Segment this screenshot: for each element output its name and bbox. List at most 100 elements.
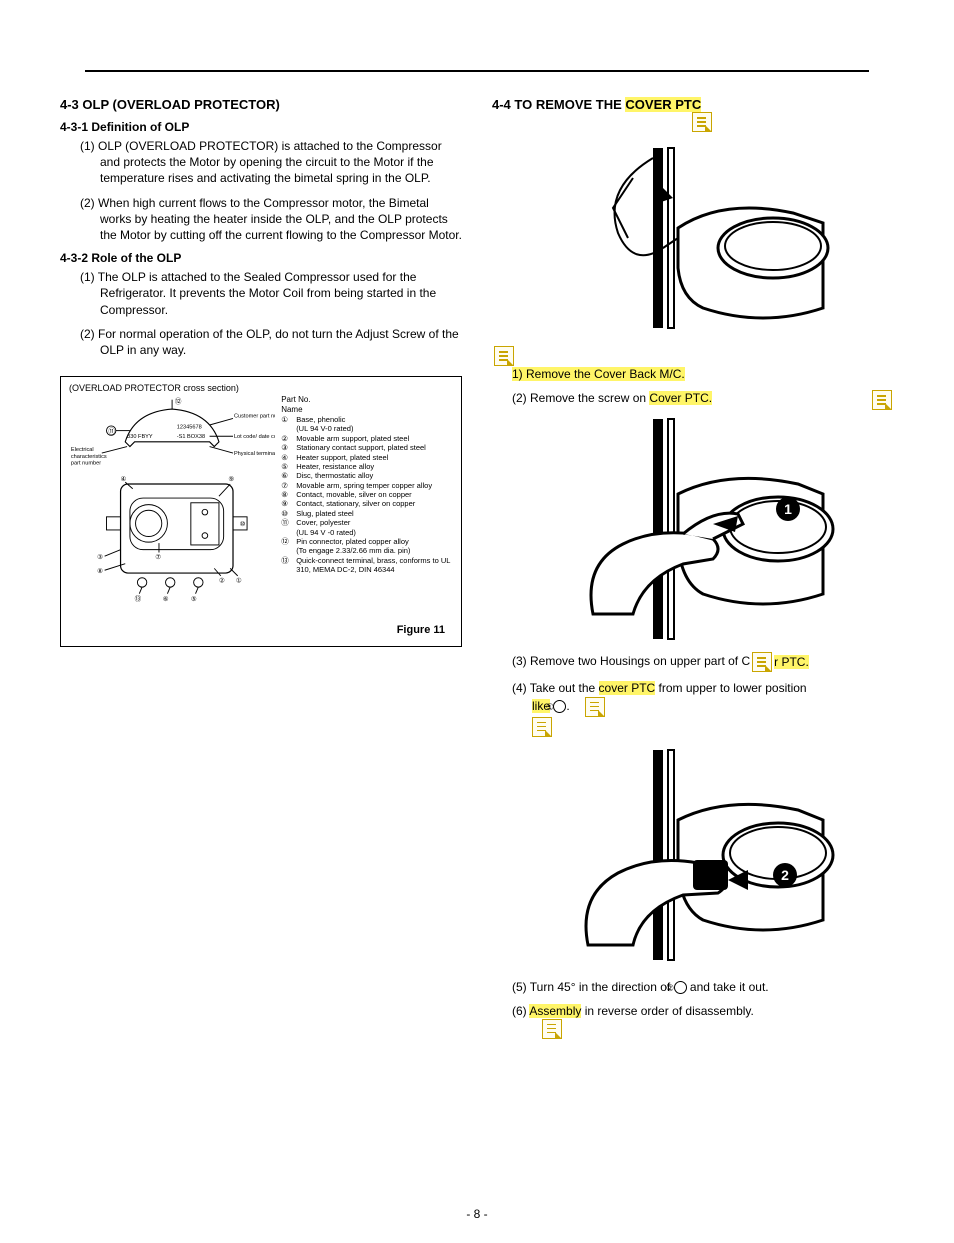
step-1: 1) Remove the Cover Back M/C.	[492, 366, 894, 382]
sticky-note-icon[interactable]	[752, 652, 772, 672]
two-column-layout: 4-3 OLP (OVERLOAD PROTECTOR) 4-3-1 Defin…	[60, 97, 894, 1047]
role-para-2: (2) For normal operation of the OLP, do …	[60, 326, 462, 358]
step-5: (5) Turn 45° in the direction of ② and t…	[492, 979, 894, 995]
parts-list-row: ②Movable arm support, plated steel	[281, 434, 453, 443]
illustration-remove-cover-back	[492, 138, 894, 338]
part-number	[281, 546, 293, 555]
part-name: Pin connector, plated copper alloy	[296, 537, 409, 546]
part-number: ⑪	[281, 518, 293, 527]
list-number: (2)	[80, 327, 95, 341]
svg-text:⑪: ⑪	[108, 427, 115, 435]
svg-text:Physical termination part numb: Physical termination part number	[234, 451, 275, 457]
svg-text:②: ②	[219, 576, 225, 584]
svg-text:①: ①	[236, 576, 242, 584]
parts-list-row: ⑫Pin connector, plated copper alloy	[281, 537, 453, 546]
def-para-1: (1) OLP (OVERLOAD PROTECTOR) is attached…	[60, 138, 462, 187]
part-name: Heater support, plated steel	[296, 453, 388, 462]
top-rule	[85, 70, 869, 72]
svg-text:Customer part number: Customer part number	[234, 414, 275, 420]
sticky-note-icon[interactable]	[542, 1019, 562, 1039]
part-name: Heater, resistance alloy	[296, 462, 374, 471]
parts-list: Part No. Name ①Base, phenolic(UL 94 V-0 …	[281, 395, 453, 620]
part-name: (UL 94 V -0 rated)	[296, 528, 356, 537]
para-text: When high current flows to the Compresso…	[98, 196, 462, 242]
illus-svg-3: 2	[492, 745, 894, 965]
section-4-3-heading: 4-3 OLP (OVERLOAD PROTECTOR)	[60, 97, 462, 112]
section-4-3-2-heading: 4-3-2 Role of the OLP	[60, 251, 462, 265]
highlight: Assembly	[529, 1004, 581, 1018]
svg-text:⑧: ⑧	[97, 567, 103, 575]
sticky-note-icon[interactable]	[692, 112, 712, 132]
svg-text:⑥: ⑥	[163, 595, 169, 603]
highlight: cover PTC	[599, 681, 656, 695]
figure-caption: Figure 11	[69, 620, 453, 642]
sticky-note-icon[interactable]	[585, 697, 605, 717]
part-number: ⑬	[281, 556, 293, 575]
svg-text:1: 1	[784, 501, 792, 517]
circled-2: ②	[674, 981, 687, 994]
role-para-1: (1) The OLP is attached to the Sealed Co…	[60, 269, 462, 318]
parts-list-row: ⑧Contact, movable, silver on copper	[281, 490, 453, 499]
part-name: Disc, thermostatic alloy	[296, 471, 373, 480]
svg-text:Lot code/ date code: Lot code/ date code	[234, 434, 275, 440]
parts-list-row: ③Stationary contact support, plated stee…	[281, 443, 453, 452]
svg-text:2: 2	[781, 867, 789, 883]
illustration-take-out-cover: 2	[492, 745, 894, 965]
highlight: COVER PTC	[625, 97, 701, 112]
parts-list-row: ④Heater support, plated steel	[281, 453, 453, 462]
step-4: (4) Take out the cover PTC from upper to…	[492, 680, 894, 736]
parts-list-row: (UL 94 V -0 rated)	[281, 528, 453, 537]
section-4-4-heading: 4-4 TO REMOVE THE COVER PTC	[492, 97, 894, 132]
part-number: ①	[281, 415, 293, 424]
highlight: r PTC.	[774, 655, 809, 669]
svg-text:⑤: ⑤	[191, 595, 197, 603]
figure-diagram: ⑫ ⑪ 12345678 -S1 BOX38 330 FBYY Customer…	[69, 395, 275, 620]
svg-text:⑨: ⑨	[228, 475, 234, 483]
parts-list-row: ⑥Disc, thermostatic alloy	[281, 471, 453, 480]
part-name: Cover, polyester	[296, 518, 350, 527]
circled-1: ①	[553, 700, 566, 713]
parts-list-row: ①Base, phenolic	[281, 415, 453, 424]
svg-text:⑫: ⑫	[175, 397, 182, 405]
parts-list-row: ⑤Heater, resistance alloy	[281, 462, 453, 471]
page-number: - 8 -	[0, 1207, 954, 1221]
part-name: Movable arm support, plated steel	[296, 434, 409, 443]
part-name: Contact, stationary, silver on copper	[296, 499, 415, 508]
part-name: (UL 94 V-0 rated)	[296, 424, 353, 433]
sticky-note-icon[interactable]	[494, 346, 514, 366]
step-6: (6) Assembly in reverse order of disasse…	[492, 1003, 894, 1039]
list-number: (2)	[80, 196, 95, 210]
part-number: ②	[281, 434, 293, 443]
sticky-note-icon[interactable]	[532, 717, 552, 737]
list-number: (1)	[80, 270, 95, 284]
illustration-remove-screw: 1	[492, 414, 894, 644]
sticky-note-icon[interactable]	[872, 390, 892, 410]
part-number	[281, 528, 293, 537]
section-4-3-1-heading: 4-3-1 Definition of OLP	[60, 120, 462, 134]
left-column: 4-3 OLP (OVERLOAD PROTECTOR) 4-3-1 Defin…	[60, 97, 462, 1047]
parts-list-row: ⑨Contact, stationary, silver on copper	[281, 499, 453, 508]
part-number	[281, 424, 293, 433]
figure-inner: ⑫ ⑪ 12345678 -S1 BOX38 330 FBYY Customer…	[69, 395, 453, 620]
highlight: 1) Remove the Cover Back M/C.	[512, 367, 685, 381]
para-text: For normal operation of the OLP, do not …	[98, 327, 459, 357]
part-name: Contact, movable, silver on copper	[296, 490, 411, 499]
highlight: Cover PTC.	[649, 391, 712, 405]
part-number: ⑤	[281, 462, 293, 471]
parts-list-row: (To engage 2.33/2.66 mm dia. pin)	[281, 546, 453, 555]
part-name: Base, phenolic	[296, 415, 345, 424]
part-number: ⑩	[281, 509, 293, 518]
illus-svg-2: 1	[492, 414, 894, 644]
def-para-2: (2) When high current flows to the Compr…	[60, 195, 462, 244]
svg-text:⑩: ⑩	[240, 520, 246, 528]
part-number: ⑫	[281, 537, 293, 546]
parts-list-row: ⑪Cover, polyester	[281, 518, 453, 527]
part-name: Movable arm, spring temper copper alloy	[296, 481, 432, 490]
svg-text:-S1 BOX38: -S1 BOX38	[177, 434, 205, 440]
list-number: (1)	[80, 139, 95, 153]
part-name: Quick-connect terminal, brass, conforms …	[296, 556, 453, 575]
step-2: (2) Remove the screw on Cover PTC.	[492, 390, 894, 406]
parts-list-header: Part No. Name	[281, 395, 453, 415]
note-row	[492, 346, 894, 366]
svg-text:12345678: 12345678	[177, 425, 202, 431]
